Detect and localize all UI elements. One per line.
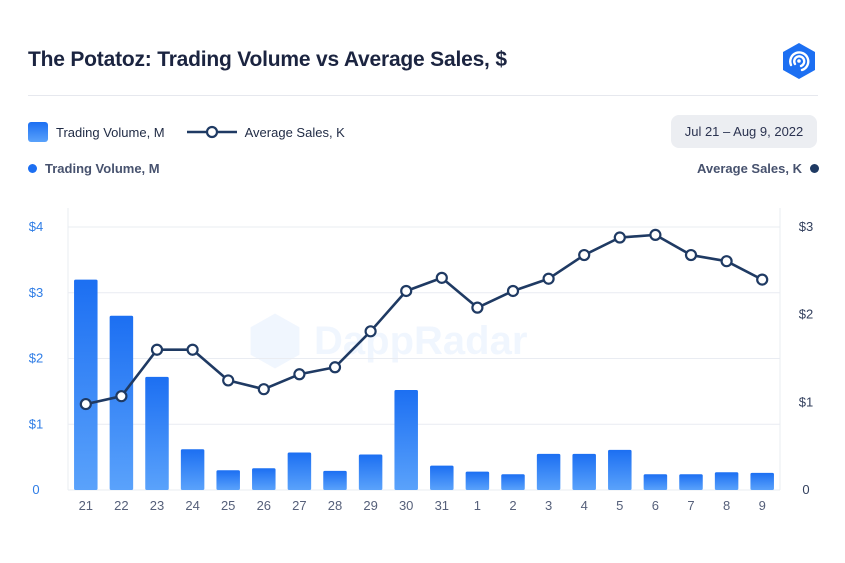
- x-tick-label: 1: [474, 498, 481, 513]
- y-right-tick-label: $1: [799, 394, 813, 409]
- volume-bar: [323, 470, 347, 490]
- y-right-tick-label: $2: [799, 307, 813, 322]
- volume-bar: [145, 376, 169, 490]
- average-sales-point: [293, 368, 306, 381]
- average-sales-point: [756, 273, 769, 286]
- x-tick-label: 6: [652, 498, 659, 513]
- x-tick-label: 28: [328, 498, 342, 513]
- x-tick-label: 30: [399, 498, 413, 513]
- average-sales-point: [684, 248, 698, 262]
- chart-title: The Potatoz: Trading Volume vs Average S…: [28, 48, 507, 71]
- average-sales-point: [506, 284, 520, 298]
- x-tick-label: 9: [759, 498, 766, 513]
- x-tick-label: 31: [435, 498, 449, 513]
- volume-bar: [501, 474, 525, 490]
- volume-bar: [750, 472, 774, 490]
- volume-bar: [714, 472, 739, 490]
- y-left-tick-label: $1: [29, 416, 43, 431]
- average-sales-point: [328, 361, 342, 374]
- x-tick-label: 29: [363, 498, 377, 513]
- legend-line-swatch: [186, 125, 237, 139]
- average-sales-point: [720, 255, 733, 268]
- volume-bar: [465, 471, 490, 490]
- legend-bar-swatch: [28, 122, 48, 142]
- average-sales-point: [115, 390, 128, 403]
- x-tick-label: 27: [292, 498, 306, 513]
- average-sales-point: [542, 272, 555, 285]
- volume-bar: [109, 315, 134, 490]
- average-sales-point: [257, 383, 270, 396]
- average-sales-line: [85, 233, 763, 406]
- date-range-selector[interactable]: Jul 21 – Aug 9, 2022: [671, 115, 817, 148]
- average-sales-point: [400, 284, 413, 298]
- left-axis-name: Trading Volume, M: [28, 161, 160, 176]
- volume-bar: [74, 279, 98, 490]
- x-tick-label: 23: [150, 498, 164, 513]
- volume-bar: [287, 452, 312, 490]
- average-sales-point: [186, 343, 199, 356]
- y-left-tick-label: $3: [29, 285, 43, 300]
- average-sales-point: [578, 248, 591, 262]
- volume-bar: [358, 454, 383, 490]
- volume-bar: [643, 474, 668, 490]
- left-axis-name-label: Trading Volume, M: [45, 161, 160, 176]
- x-tick-label: 7: [687, 498, 694, 513]
- average-sales-point: [364, 325, 377, 338]
- x-tick-label: 3: [545, 498, 552, 513]
- average-sales-point: [613, 231, 626, 244]
- legend-bar-label: Trading Volume, M: [56, 124, 165, 140]
- y-right-tick-label: $3: [799, 219, 813, 234]
- volume-bar: [572, 453, 596, 490]
- right-axis-dot-icon: [810, 164, 819, 173]
- x-tick-label: 26: [257, 498, 271, 513]
- y-left-tick-label: $4: [29, 219, 43, 234]
- average-sales-point: [222, 374, 235, 387]
- volume-bar: [180, 449, 205, 490]
- y-right-tick-label: 0: [802, 482, 809, 497]
- volume-bar: [394, 390, 418, 490]
- dappradar-logo-icon[interactable]: [780, 42, 818, 80]
- average-sales-point: [79, 397, 92, 411]
- x-tick-label: 2: [509, 498, 516, 513]
- x-tick-label: 24: [185, 498, 199, 513]
- volume-bar: [608, 449, 632, 490]
- x-tick-label: 4: [581, 498, 588, 513]
- right-axis-name: Average Sales, K: [697, 161, 819, 176]
- average-sales-point: [471, 301, 484, 314]
- title-divider: [28, 95, 818, 96]
- x-tick-label: 22: [114, 498, 128, 513]
- x-tick-label: 21: [79, 498, 93, 513]
- left-axis-dot-icon: [28, 164, 37, 173]
- volume-bar: [430, 465, 454, 490]
- x-tick-label: 5: [616, 498, 623, 513]
- x-tick-label: 25: [221, 498, 235, 513]
- volume-bar: [252, 468, 276, 490]
- average-sales-point: [649, 228, 662, 241]
- volume-bar: [536, 453, 561, 490]
- x-tick-label: 8: [723, 498, 730, 513]
- average-sales-point: [435, 271, 448, 284]
- y-left-tick-label: $2: [29, 351, 43, 366]
- right-axis-name-label: Average Sales, K: [696, 161, 802, 176]
- chart-legend: Trading Volume, M Average Sales, K: [28, 120, 345, 144]
- average-sales-point: [150, 343, 164, 356]
- volume-bar: [216, 470, 240, 490]
- volume-bar: [679, 474, 703, 490]
- legend-line-label: Average Sales, K: [244, 124, 345, 140]
- y-left-tick-label: 0: [32, 482, 39, 497]
